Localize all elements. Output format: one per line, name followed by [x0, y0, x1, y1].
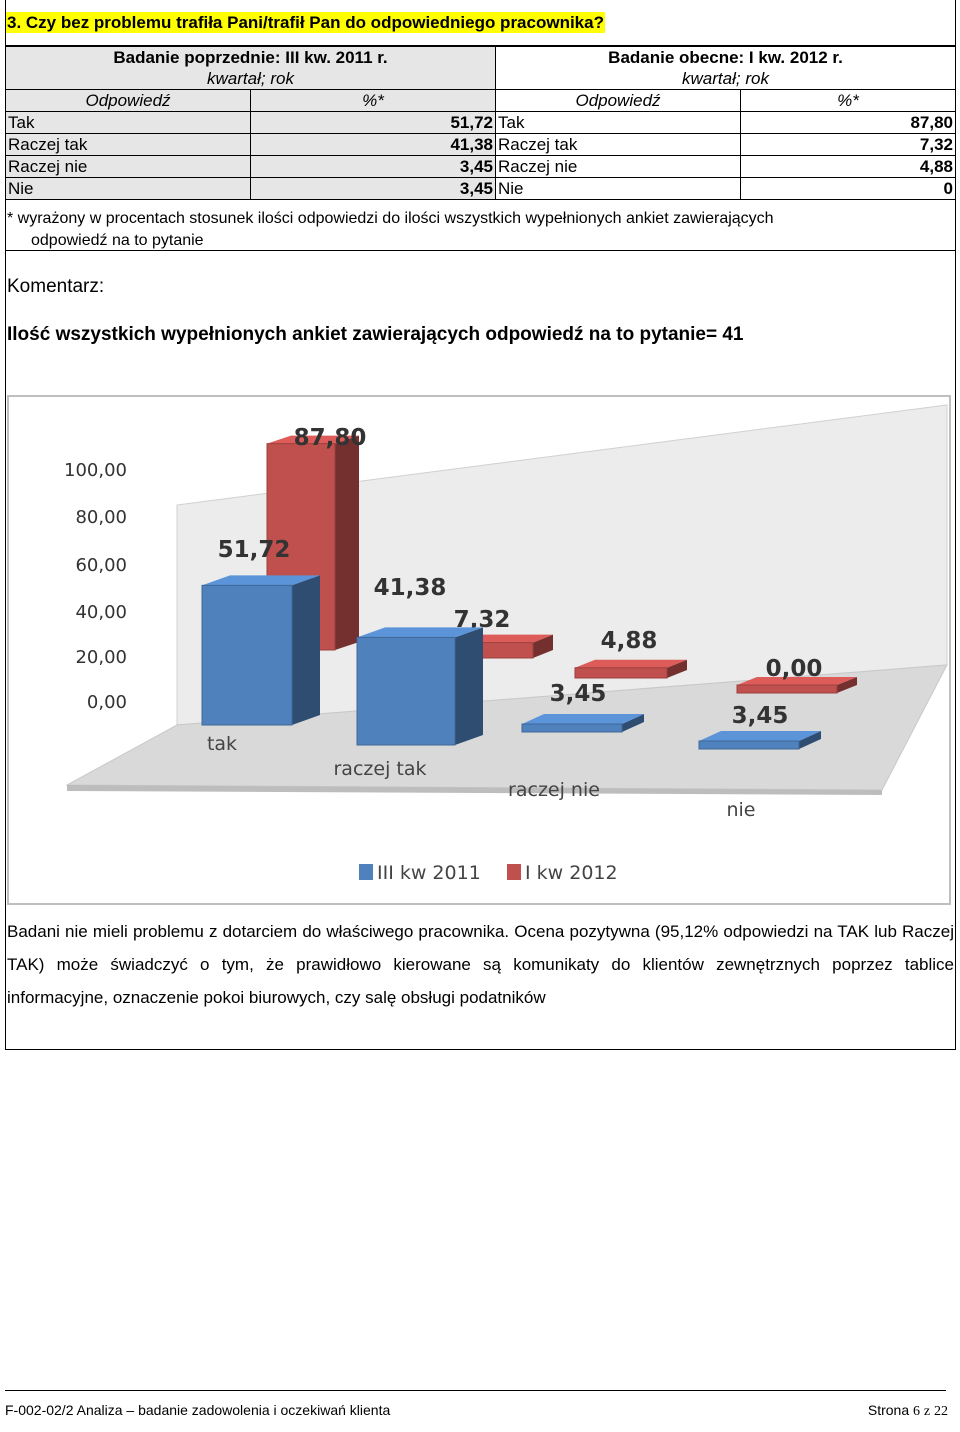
bar-i-kw-2012	[574, 667, 668, 679]
question-title: 3. Czy bez problemu trafiła Pani/trafił …	[6, 12, 605, 33]
page-word: Strona	[867, 1402, 910, 1418]
percent-curr: 7,32	[740, 133, 956, 156]
footnote-line-1: * wyrażony w procentach stosunek ilości …	[7, 210, 774, 227]
bar-iii-kw-2011-top	[202, 575, 320, 586]
answer-prev: Tak	[5, 111, 251, 134]
y-tick-label: 20,00	[75, 647, 127, 668]
total-responses: Ilość wszystkich wypełnionych ankiet zaw…	[7, 324, 744, 345]
legend-swatch-i-kw-2012	[507, 864, 521, 880]
bar-i-kw-2012-label: 0,00	[766, 656, 823, 682]
page-total: 22	[934, 1404, 948, 1419]
bar-iii-kw-2011-top	[699, 731, 821, 741]
bar-iii-kw-2011	[698, 740, 800, 750]
bar-iii-kw-2011-top	[522, 714, 644, 724]
of-word: z	[923, 1404, 931, 1419]
legend-label-iii-kw-2011: III kw 2011	[377, 862, 481, 884]
bar-i-kw-2012-label: 4,88	[601, 628, 658, 654]
y-tick-label: 0,00	[87, 692, 127, 713]
footnote: * wyrażony w procentach stosunek ilości …	[7, 208, 947, 252]
bar-iii-kw-2011-side	[292, 575, 320, 725]
bar-iii-kw-2011-side	[455, 627, 483, 745]
bar-chart: 0,00 20,00 40,00 60,00 80,00 100,00 tak raczej …	[7, 395, 953, 907]
bar-iii-kw-2011-side	[622, 714, 644, 732]
bar-iii-kw-2011	[201, 584, 293, 726]
bar-iii-kw-2011	[521, 723, 623, 733]
current-period-title: Badanie obecne: I kw. 2012 r.	[608, 48, 843, 67]
comment-label: Komentarz:	[7, 276, 105, 297]
bar-i-kw-2012-side	[335, 435, 359, 650]
col-percent-curr: %*	[740, 89, 956, 112]
col-answer-prev: Odpowiedź	[5, 89, 251, 112]
answer-curr: Raczej nie	[495, 155, 741, 178]
bar-i-kw-2012-top	[267, 435, 359, 444]
answer-prev: Raczej tak	[5, 133, 251, 156]
answer-curr: Nie	[495, 177, 741, 200]
current-period-header: Badanie obecne: I kw. 2012 r. kwartał; r…	[495, 46, 956, 90]
divider	[5, 250, 956, 251]
col-percent-prev: %*	[250, 89, 496, 112]
bar-iii-kw-2011-label: 51,72	[218, 537, 291, 563]
bar-i-kw-2012	[736, 684, 838, 694]
chart-floor-edge	[67, 785, 882, 795]
bar-iii-kw-2011	[356, 636, 456, 746]
x-category-label: raczej nie	[508, 779, 600, 801]
page-frame	[5, 0, 956, 1050]
bar-i-kw-2012-top	[575, 659, 687, 668]
answer-curr: Tak	[495, 111, 741, 134]
answer-prev: Raczej nie	[5, 155, 251, 178]
bar-i-kw-2012-label: 87,80	[294, 425, 367, 451]
percent-prev: 41,38	[250, 133, 496, 156]
x-category-label: nie	[726, 799, 755, 821]
footer-divider	[5, 1390, 946, 1391]
footer-page-number: Strona 6 z 22	[868, 1402, 948, 1420]
bar-iii-kw-2011-side	[799, 731, 821, 749]
x-category-label: raczej tak	[334, 758, 427, 780]
percent-prev: 3,45	[250, 155, 496, 178]
divider	[5, 45, 956, 46]
y-tick-label: 60,00	[75, 555, 127, 576]
bar-iii-kw-2011-label: 41,38	[374, 575, 447, 601]
percent-prev: 3,45	[250, 177, 496, 200]
chart-svg: 0,00 20,00 40,00 60,00 80,00 100,00 tak raczej …	[7, 395, 951, 905]
table-row: Nie 3,45 Nie 0	[5, 177, 956, 200]
results-table: Badanie poprzednie: III kw. 2011 r. kwar…	[5, 46, 956, 200]
answer-curr: Raczej tak	[495, 133, 741, 156]
legend-label-i-kw-2012: I kw 2012	[525, 862, 618, 884]
bar-iii-kw-2011-label: 3,45	[732, 703, 789, 729]
y-tick-label: 100,00	[64, 460, 127, 481]
table-row: Raczej nie 3,45 Raczej nie 4,88	[5, 155, 956, 178]
legend-swatch-iii-kw-2011	[359, 864, 373, 880]
footer-document-id: F-002-02/2 Analiza – badanie zadowolenia…	[5, 1402, 391, 1418]
x-category-label: tak	[207, 733, 237, 755]
table-row: Raczej tak 41,38 Raczej tak 7,32	[5, 133, 956, 156]
previous-period-sub: kwartał; rok	[207, 69, 294, 88]
percent-curr: 87,80	[740, 111, 956, 134]
footnote-line-2: odpowiedź na to pytanie	[31, 232, 204, 249]
previous-period-header: Badanie poprzednie: III kw. 2011 r. kwar…	[5, 46, 496, 90]
y-tick-label: 80,00	[75, 507, 127, 528]
y-tick-label: 40,00	[75, 602, 127, 623]
page-num: 6	[913, 1404, 920, 1419]
percent-curr: 4,88	[740, 155, 956, 178]
percent-curr: 0	[740, 177, 956, 200]
previous-period-title: Badanie poprzednie: III kw. 2011 r.	[113, 48, 388, 67]
bar-i-kw-2012-side	[667, 659, 687, 678]
percent-prev: 51,72	[250, 111, 496, 134]
answer-prev: Nie	[5, 177, 251, 200]
bar-i-kw-2012-top	[737, 677, 857, 685]
bar-i-kw-2012-side	[533, 634, 553, 658]
bar-iii-kw-2011-top	[357, 627, 483, 638]
summary-text: Badani nie mieli problemu z dotarciem do…	[7, 922, 954, 1007]
current-period-sub: kwartał; rok	[682, 69, 769, 88]
table-row: Tak 51,72 Tak 87,80	[5, 111, 956, 134]
bar-i-kw-2012-side	[837, 677, 857, 693]
col-answer-curr: Odpowiedź	[495, 89, 741, 112]
bar-iii-kw-2011-label: 3,45	[550, 681, 607, 707]
